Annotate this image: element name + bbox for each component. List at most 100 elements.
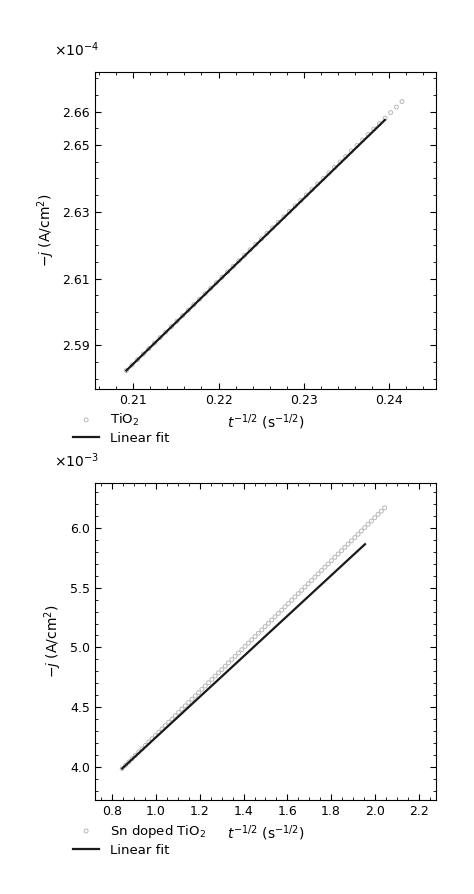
Sn doped TiO$_2$ — [308, 573, 315, 587]
TiO$_2$ — [229, 259, 237, 274]
Text: $\times10^{-4}$: $\times10^{-4}$ — [54, 40, 99, 59]
TiO$_2$ — [398, 95, 406, 109]
TiO$_2$ — [331, 160, 338, 174]
Sn doped TiO$_2$ — [188, 692, 196, 706]
Linear fit — [324, 574, 329, 585]
TiO$_2$ — [392, 100, 400, 114]
Sn doped TiO$_2$ — [268, 613, 275, 628]
X-axis label: $t^{-1/2}$ (s$^{-1/2}$): $t^{-1/2}$ (s$^{-1/2}$) — [227, 412, 304, 432]
Sn doped TiO$_2$ — [284, 596, 292, 611]
TiO$_2$ — [207, 281, 215, 295]
TiO$_2$ — [302, 188, 310, 202]
TiO$_2$ — [128, 358, 136, 372]
Sn doped TiO$_2$ — [298, 583, 305, 597]
Sn doped TiO$_2$ — [185, 696, 192, 710]
Sn doped TiO$_2$ — [281, 600, 289, 614]
Linear fit — [358, 138, 364, 148]
Line: Linear fit: Linear fit — [127, 120, 385, 370]
Sn doped TiO$_2$ — [118, 762, 126, 776]
TiO$_2$ — [168, 319, 175, 333]
TiO$_2$ — [319, 172, 327, 186]
Sn doped TiO$_2$ — [304, 577, 312, 591]
TiO$_2$ — [235, 254, 243, 268]
TiO$_2$ — [325, 165, 333, 180]
Sn doped TiO$_2$ — [191, 688, 199, 703]
TiO$_2$ — [353, 139, 361, 153]
Sn doped TiO$_2$ — [175, 705, 182, 720]
Sn doped TiO$_2$ — [132, 748, 139, 763]
Sn doped TiO$_2$ — [354, 527, 362, 542]
Sn doped TiO$_2$ — [324, 557, 332, 571]
TiO$_2$ — [376, 116, 383, 131]
TiO$_2$ — [342, 149, 349, 164]
Sn doped TiO$_2$ — [228, 653, 236, 667]
Sn doped TiO$_2$ — [288, 593, 295, 607]
TiO$_2$ — [162, 325, 170, 339]
TiO$_2$ — [387, 105, 394, 120]
Sn doped TiO$_2$ — [274, 606, 282, 620]
Sn doped TiO$_2$ — [261, 620, 269, 634]
Linear fit — [124, 365, 129, 375]
Sn doped TiO$_2$ — [341, 540, 348, 554]
Sn doped TiO$_2$ — [291, 590, 299, 604]
TiO$_2$ — [190, 298, 198, 312]
Linear fit — [119, 763, 125, 774]
Sn doped TiO$_2$ — [311, 570, 319, 585]
Linear fit — [264, 629, 270, 640]
Sn doped TiO$_2$ — [334, 547, 342, 561]
TiO$_2$ — [145, 342, 153, 356]
TiO$_2$ — [184, 303, 192, 317]
Sn doped TiO$_2$ — [378, 504, 385, 519]
Linear fit — [341, 154, 347, 164]
TiO$_2$ — [297, 193, 304, 207]
TiO$_2$ — [252, 237, 260, 251]
Sn doped TiO$_2$ — [172, 709, 179, 723]
Sn doped TiO$_2$ — [347, 534, 355, 548]
Sn doped TiO$_2$ — [195, 686, 202, 700]
TiO$_2$ — [241, 249, 248, 263]
Sn doped TiO$_2$ — [138, 741, 146, 755]
TiO$_2$ — [347, 144, 355, 158]
TiO$_2$ — [381, 111, 389, 125]
Sn doped TiO$_2$ — [231, 649, 239, 663]
Sn doped TiO$_2$ — [158, 721, 166, 736]
Sn doped TiO$_2$ — [221, 659, 229, 673]
Linear fit — [276, 217, 282, 228]
TiO$_2$ — [134, 352, 141, 367]
TiO$_2$ — [359, 133, 366, 148]
TiO$_2$ — [179, 308, 186, 323]
TiO$_2$ — [151, 336, 158, 350]
Sn doped TiO$_2$ — [178, 702, 186, 716]
Sn doped TiO$_2$ — [182, 699, 189, 713]
TiO$_2$ — [257, 232, 265, 246]
Sn doped TiO$_2$ — [162, 719, 169, 733]
Sn doped TiO$_2$ — [328, 553, 335, 568]
Sn doped TiO$_2$ — [225, 656, 232, 670]
Sn doped TiO$_2$ — [248, 633, 255, 647]
Sn doped TiO$_2$ — [357, 524, 365, 538]
Sn doped TiO$_2$ — [255, 626, 262, 640]
TiO$_2$ — [292, 198, 299, 213]
Sn doped TiO$_2$ — [264, 616, 272, 630]
Sn doped TiO$_2$ — [205, 676, 212, 690]
TiO$_2$ — [280, 210, 288, 224]
Sn doped TiO$_2$ — [135, 745, 143, 759]
Sn doped TiO$_2$ — [165, 715, 173, 730]
Linear fit — [277, 216, 283, 227]
Sn doped TiO$_2$ — [381, 501, 389, 515]
TiO$_2$ — [173, 314, 181, 328]
Sn doped TiO$_2$ — [145, 735, 153, 749]
Sn doped TiO$_2$ — [211, 669, 219, 683]
Linear fit — [263, 630, 269, 641]
TiO$_2$ — [218, 270, 226, 284]
Sn doped TiO$_2$ — [122, 758, 129, 772]
Sn doped TiO$_2$ — [351, 530, 358, 544]
Sn doped TiO$_2$ — [241, 639, 249, 654]
Sn doped TiO$_2$ — [361, 520, 368, 535]
Sn doped TiO$_2$ — [337, 544, 345, 558]
TiO$_2$ — [269, 221, 276, 235]
Sn doped TiO$_2$ — [155, 725, 163, 739]
TiO$_2$ — [314, 177, 321, 191]
Sn doped TiO$_2$ — [125, 755, 133, 769]
TiO$_2$ — [274, 215, 282, 230]
